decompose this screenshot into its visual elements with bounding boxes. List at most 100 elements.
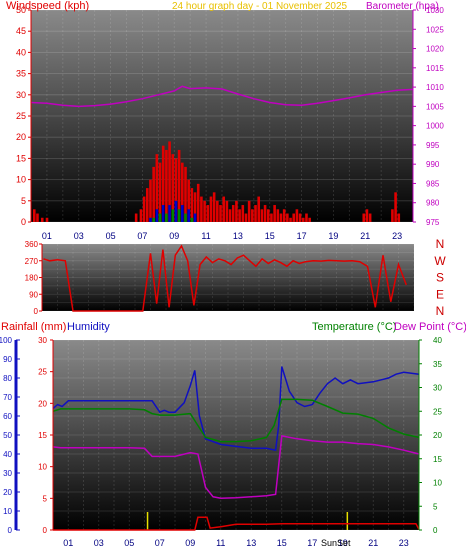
temperature-tick-label: 10 (433, 479, 442, 488)
wind-bar (282, 209, 286, 222)
wind-x-axis: 01 03 05 07 09 11 13 15 17 19 21 23 (42, 231, 402, 241)
wind-bar (181, 162, 184, 222)
temperature-x-tick-label: 07 (155, 538, 165, 548)
temperature-axis-label: Temperature (°C) (312, 321, 396, 333)
temperature-x-tick-label: 05 (124, 538, 134, 548)
wind-x-tick-label: 05 (106, 231, 116, 241)
wind-left-axis-label: Windspeed (kph) (6, 0, 89, 12)
barometer-tick-label: 1000 (426, 122, 444, 131)
barometer-tick-label: 1025 (426, 25, 444, 34)
wind-bar (152, 166, 155, 222)
temperature-x-tick-label: 23 (399, 538, 409, 548)
compass-label: E (436, 287, 444, 301)
rain-tick-label: 5 (43, 494, 48, 503)
humidity-tick-label: 50 (3, 431, 12, 440)
wind-bar (171, 209, 175, 222)
direction-left-axis: 0 90 180 270 360 (25, 240, 43, 316)
wind-left-tick-label: 45 (16, 26, 26, 36)
wind-bar (362, 213, 366, 222)
wind-bar (308, 217, 311, 222)
humidity-axis: 0 10 20 30 40 50 60 70 80 90 100 (0, 336, 20, 535)
temperature-tick-label: 40 (433, 336, 442, 345)
barometer-tick-label: 1020 (426, 45, 444, 54)
barometer-tick-label: 990 (426, 160, 440, 169)
rain-axis: 0 5 10 15 20 25 30 (38, 336, 54, 535)
wind-left-tick-label: 40 (16, 47, 26, 57)
temperature-tick-label: 0 (433, 526, 438, 535)
wind-bar (203, 200, 206, 222)
wind-x-tick-label: 19 (328, 231, 338, 241)
temperature-x-tick-label: 17 (307, 538, 317, 548)
compass-label: W (434, 254, 446, 268)
wind-bar (193, 192, 197, 222)
wind-grid (30, 9, 414, 223)
rain-tick-label: 30 (38, 336, 47, 345)
wind-bar (184, 213, 187, 222)
humidity-tick-label: 0 (8, 526, 13, 535)
temperature-x-tick-label: 11 (216, 538, 225, 548)
wind-bar (145, 188, 149, 222)
wind-bar (228, 209, 232, 222)
wind-x-tick-label: 21 (360, 231, 370, 241)
weather-series-line (52, 398, 420, 443)
weather-series-line (52, 366, 420, 452)
wind-bar (397, 213, 401, 222)
wind-x-tick-label: 01 (42, 231, 52, 241)
wind-bar (365, 209, 369, 222)
wind-bar (273, 205, 276, 222)
wind-bar (165, 149, 168, 222)
wind-x-tick-label: 15 (265, 231, 275, 241)
wind-bar (177, 149, 181, 222)
wind-bar (260, 209, 264, 222)
temperature-tick-label: 20 (433, 431, 442, 440)
humidity-tick-label: 70 (3, 393, 12, 402)
dewpoint-axis-label: Dew Point (°C) (394, 321, 466, 333)
temperature-tick-label: 5 (433, 502, 438, 511)
wind-bar (174, 200, 178, 222)
direction-tick-label: 180 (25, 274, 39, 283)
wind-bar (276, 209, 280, 222)
wind-bar (161, 205, 165, 222)
rain-tick-label: 10 (38, 463, 47, 472)
wind-bar (238, 209, 241, 222)
wind-left-tick-label: 25 (16, 111, 26, 121)
wind-bar (190, 217, 194, 222)
humidity-tick-label: 10 (3, 507, 12, 516)
wind-bar (219, 205, 222, 222)
wind-bar (196, 183, 200, 222)
barometer-right-axis-label: Barometer (hpa) (366, 1, 439, 12)
temperature-tick-label: 30 (433, 384, 442, 393)
wind-bar (193, 213, 197, 222)
direction-tick-label: 90 (29, 290, 38, 299)
wind-bar (286, 213, 289, 222)
wind-bar (181, 205, 184, 222)
wind-bar (263, 205, 267, 222)
temperature-lines (52, 366, 420, 531)
rainfall-axis-label: Rainfall (mm) (1, 321, 66, 333)
wind-bar (244, 213, 248, 222)
wind-bar (247, 200, 251, 222)
temperature-x-tick-label: 21 (368, 538, 378, 548)
wind-bar (36, 213, 39, 222)
barometer-tick-label: 1005 (426, 102, 444, 111)
wind-bar (171, 154, 175, 222)
rain-tick-label: 20 (38, 399, 47, 408)
wind-x-tick-label: 09 (169, 231, 179, 241)
humidity-tick-label: 20 (3, 488, 12, 497)
direction-lines (43, 244, 408, 312)
wind-bar (225, 200, 229, 222)
wind-left-tick-label: 0 (21, 217, 26, 227)
direction-tick-label: 270 (25, 257, 39, 266)
direction-line (43, 244, 408, 312)
wind-bar (32, 209, 36, 222)
temperature-markers (146, 512, 349, 530)
wind-bar (45, 217, 49, 222)
wind-left-tick-label: 50 (16, 5, 26, 15)
wind-bar (266, 209, 270, 222)
wind-left-tick-label: 35 (16, 69, 26, 79)
wind-bar (149, 179, 152, 222)
wind-bar (165, 213, 168, 222)
compass-label: N (436, 237, 445, 251)
